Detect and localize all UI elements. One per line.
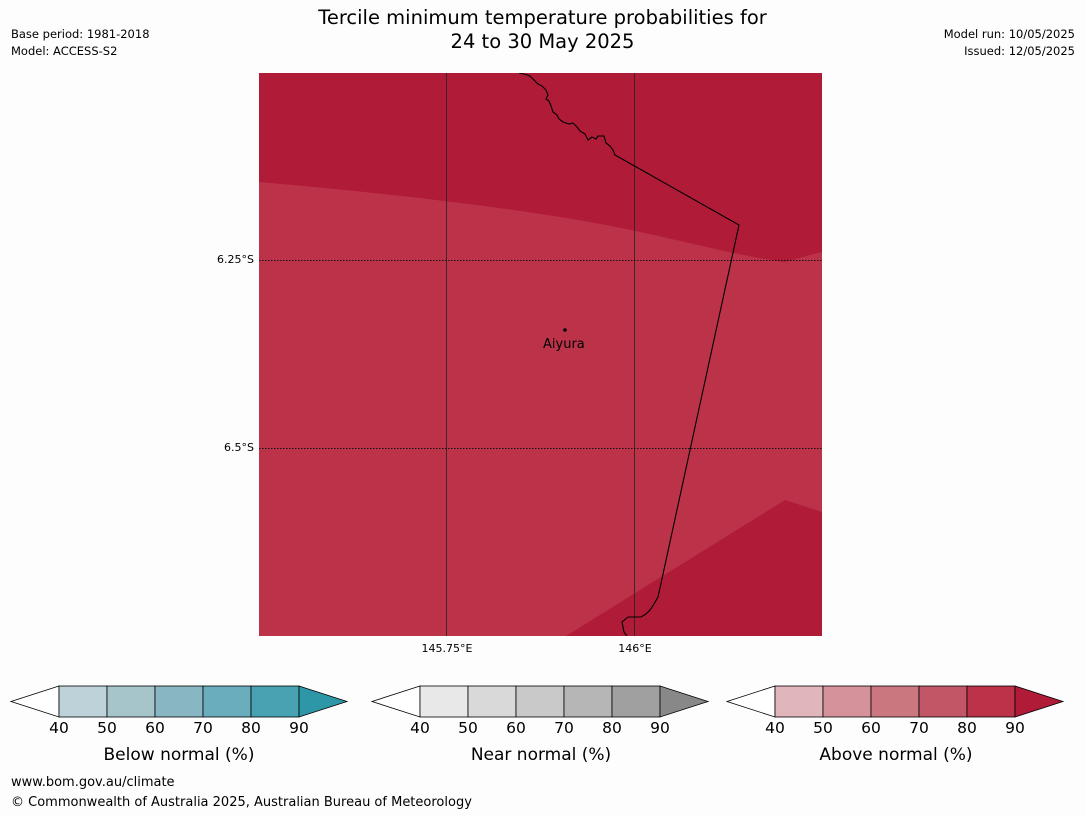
colorbar-tick: 50 bbox=[97, 719, 117, 737]
colorbar-tick: 80 bbox=[602, 719, 622, 737]
colorbar-segment bbox=[966, 685, 1016, 718]
colorbar-near-normal bbox=[370, 685, 710, 718]
colorbar-segment bbox=[870, 685, 920, 718]
colorbar-segment bbox=[467, 685, 517, 718]
title-line-1: Tercile minimum temperature probabilitie… bbox=[318, 6, 767, 29]
colorbar-title-near: Near normal (%) bbox=[470, 745, 612, 765]
colorbar-segment bbox=[106, 685, 156, 718]
colorbar-tick: 50 bbox=[458, 719, 478, 737]
colorbar-tick: 90 bbox=[289, 719, 309, 737]
model-run: Model run: 10/05/2025 bbox=[943, 27, 1075, 41]
colorbar-segment bbox=[563, 685, 613, 718]
footer-copyright: © Commonwealth of Australia 2025, Austra… bbox=[11, 795, 472, 810]
colorbar-above-normal bbox=[725, 685, 1065, 718]
colorbar-tick: 60 bbox=[506, 719, 526, 737]
meta-right: Model run: 10/05/2025 Issued: 12/05/2025 bbox=[944, 26, 1075, 60]
colorbar-tick: 70 bbox=[909, 719, 929, 737]
colorbar-segment bbox=[659, 685, 710, 718]
colorbar-segment bbox=[298, 685, 349, 718]
colorbar-tick: 90 bbox=[650, 719, 670, 737]
map-title: Tercile minimum temperature probabilitie… bbox=[0, 6, 1085, 54]
probability-zone-medium bbox=[259, 182, 822, 636]
issued-date: Issued: 12/05/2025 bbox=[964, 44, 1075, 58]
colorbar-title-below: Below normal (%) bbox=[103, 745, 255, 765]
colorbar-tick: 70 bbox=[193, 719, 213, 737]
colorbar-segment bbox=[370, 685, 421, 718]
colorbar-tick: 60 bbox=[145, 719, 165, 737]
colorbar-tick: 70 bbox=[554, 719, 574, 737]
colorbar-segment bbox=[202, 685, 252, 718]
colorbar-tick: 40 bbox=[765, 719, 785, 737]
town-marker bbox=[563, 328, 567, 332]
colorbar-segment bbox=[918, 685, 968, 718]
footer-url: www.bom.gov.au/climate bbox=[11, 775, 175, 790]
colorbar-segment bbox=[611, 685, 661, 718]
colorbar-segment bbox=[154, 685, 204, 718]
colorbar-title-above: Above normal (%) bbox=[819, 745, 973, 765]
colorbar-segment bbox=[250, 685, 300, 718]
colorbar-tick: 40 bbox=[410, 719, 430, 737]
model-name: Model: ACCESS-S2 bbox=[11, 44, 118, 58]
colorbar-tick: 40 bbox=[49, 719, 69, 737]
province-boundary bbox=[518, 73, 740, 636]
colorbar-tick: 90 bbox=[1005, 719, 1025, 737]
colorbar-segment bbox=[58, 685, 108, 718]
lon-label-2: 146°E bbox=[618, 642, 652, 655]
map-area bbox=[259, 73, 822, 636]
colorbar-tick: 80 bbox=[957, 719, 977, 737]
colorbar-tick: 80 bbox=[241, 719, 261, 737]
colorbar-segment bbox=[419, 685, 469, 718]
place-label: Aiyura bbox=[543, 337, 585, 352]
colorbar-tick: 50 bbox=[813, 719, 833, 737]
lon-label-1: 145.75°E bbox=[421, 642, 473, 655]
colorbar-segment bbox=[774, 685, 824, 718]
colorbar-below-normal bbox=[9, 685, 349, 718]
meta-left: Base period: 1981-2018 Model: ACCESS-S2 bbox=[11, 26, 150, 60]
colorbar-tick: 60 bbox=[861, 719, 881, 737]
colorbar-segment bbox=[9, 685, 60, 718]
title-line-2: 24 to 30 May 2025 bbox=[450, 30, 635, 53]
colorbar-segment bbox=[725, 685, 776, 718]
colorbar-segment bbox=[515, 685, 565, 718]
colorbar-segment bbox=[822, 685, 872, 718]
lat-label-1: 6.25°S bbox=[217, 253, 254, 266]
lat-label-2: 6.5°S bbox=[224, 441, 254, 454]
colorbar-segment bbox=[1014, 685, 1065, 718]
base-period: Base period: 1981-2018 bbox=[11, 27, 150, 41]
